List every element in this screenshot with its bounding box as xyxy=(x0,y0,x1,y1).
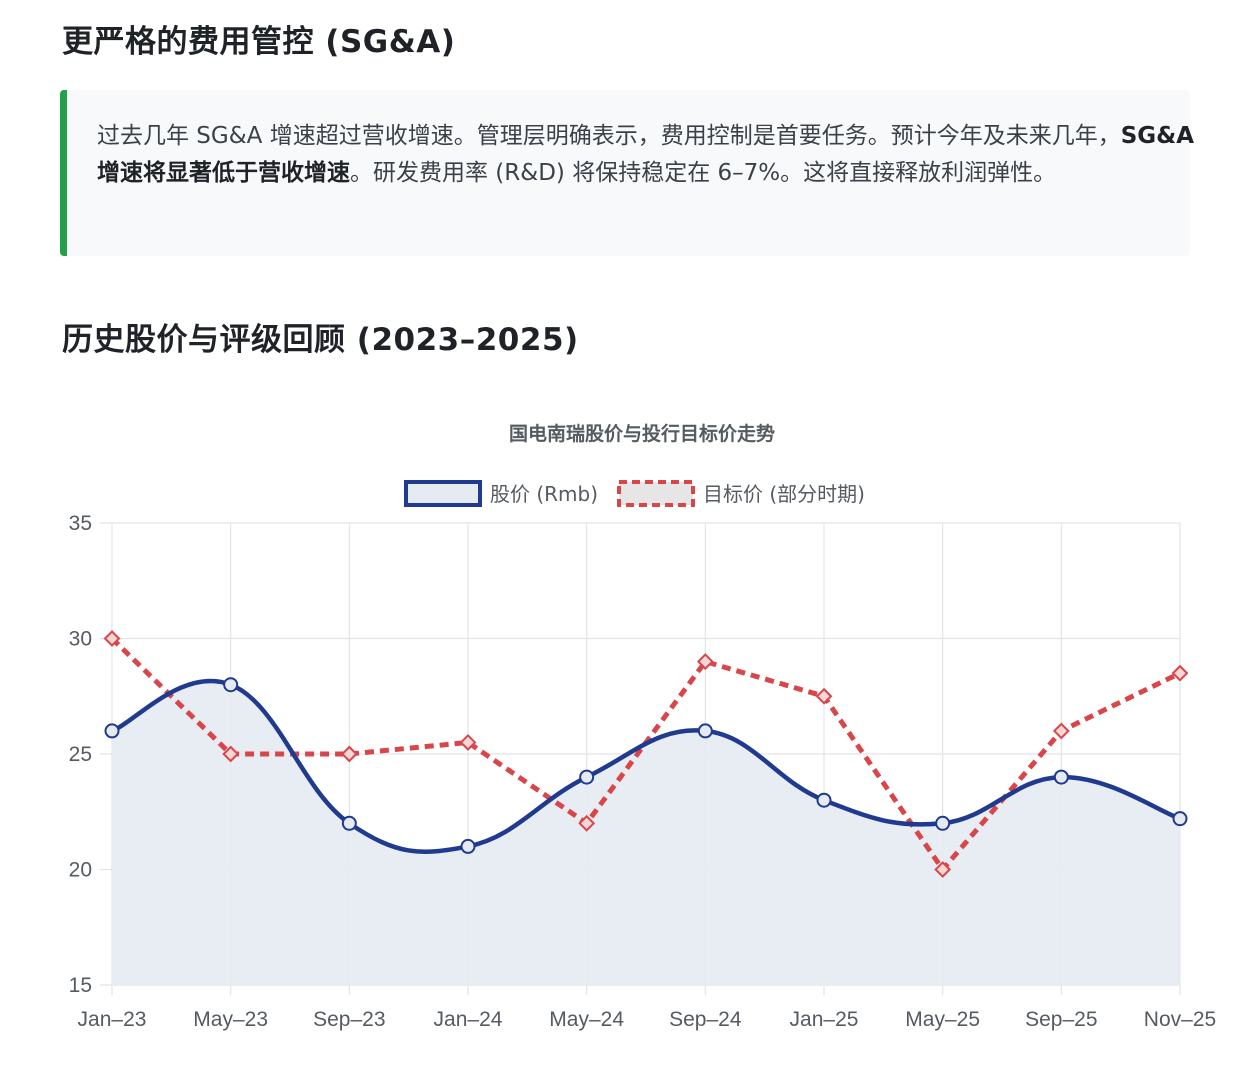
x-tick-label: May–23 xyxy=(193,1008,268,1031)
stock-price-point xyxy=(341,815,357,831)
callout-text-part-2: 。研发费用率 (R&D) 将保持稳定在 6–7%。这将直接释放利润弹性。 xyxy=(350,160,1057,186)
stock-price-point xyxy=(697,723,713,739)
target-price-point xyxy=(696,653,714,671)
stock-price-line xyxy=(109,678,1183,854)
x-tick-label: Jan–23 xyxy=(78,1008,147,1031)
chart-area-layer xyxy=(112,680,1180,985)
y-tick-label: 15 xyxy=(69,974,92,997)
legend-swatch-target[interactable] xyxy=(617,480,695,507)
price-chart: 国电南瑞股价与投行目标价走势 股价 (Rmb) 目标价 (部分时期) 15 20 2… xyxy=(69,422,1217,1031)
stock-price-point xyxy=(460,838,476,854)
price-area-fill xyxy=(112,680,1180,985)
chart-legend: 股价 (Rmb) 目标价 (部分时期) xyxy=(404,480,865,507)
target-price-point xyxy=(1052,722,1070,740)
target-price-point xyxy=(934,861,952,878)
target-price-point xyxy=(459,734,477,751)
stock-price-point xyxy=(816,792,832,808)
legend-label-price[interactable]: 股价 (Rmb) xyxy=(490,482,598,506)
chart-point-layer xyxy=(103,630,1189,878)
callout-text-bold: SG&A 增速将显著低于营收增速 xyxy=(97,123,1195,186)
callout-text: 过去几年 SG&A 增速超过营收增速。管理层明确表示，费用控制是首要任务。预计今… xyxy=(97,118,1197,192)
y-tick-label: 35 xyxy=(69,512,92,535)
legend-label-target[interactable]: 目标价 (部分时期) xyxy=(703,482,865,506)
x-tick-label: Sep–23 xyxy=(313,1008,385,1031)
x-tick-label: May–24 xyxy=(549,1008,624,1031)
stock-price-point xyxy=(104,723,120,739)
stock-price-point xyxy=(1053,769,1069,785)
section-heading-cost-control: 更严格的费用管控 (SG&A) xyxy=(62,24,456,60)
target-price-point xyxy=(578,814,596,832)
x-tick-label: Sep–24 xyxy=(669,1008,742,1031)
callout-text-part-1: 过去几年 SG&A 增速超过营收增速。管理层明确表示，费用控制是首要任务。预计今… xyxy=(97,123,1121,149)
x-tick-label: Jan–25 xyxy=(790,1008,859,1031)
chart-title: 国电南瑞股价与投行目标价走势 xyxy=(509,422,775,445)
target-price-point xyxy=(103,630,121,647)
section-heading-history: 历史股价与评级回顾 (2023–2025) xyxy=(62,322,579,358)
stock-price-point xyxy=(935,815,951,831)
x-tick-label: May–25 xyxy=(905,1008,980,1031)
target-price-point xyxy=(1171,664,1189,682)
x-tick-label: Nov–25 xyxy=(1144,1008,1216,1031)
x-tick-label: Jan–24 xyxy=(434,1008,503,1031)
callout-box: 过去几年 SG&A 增速超过营收增速。管理层明确表示，费用控制是首要任务。预计今… xyxy=(60,90,1194,256)
stock-price-point xyxy=(223,677,239,693)
stock-price-point xyxy=(1172,811,1188,827)
y-tick-label: 30 xyxy=(69,628,92,651)
target-price-point xyxy=(222,745,240,763)
target-price-point xyxy=(340,745,358,763)
target-price-point xyxy=(815,687,833,705)
y-tick-label: 25 xyxy=(69,743,92,766)
y-tick-label: 20 xyxy=(69,859,92,882)
chart-line-layer xyxy=(109,636,1183,872)
legend-swatch-price[interactable] xyxy=(404,480,482,507)
stock-price-point xyxy=(579,769,595,785)
chart-axis-labels: 15 20 25 30 35 Jan–23 May–23 Sep–23 Jan–24 May–24… xyxy=(69,512,1217,1031)
x-tick-label: Sep–25 xyxy=(1025,1008,1097,1031)
